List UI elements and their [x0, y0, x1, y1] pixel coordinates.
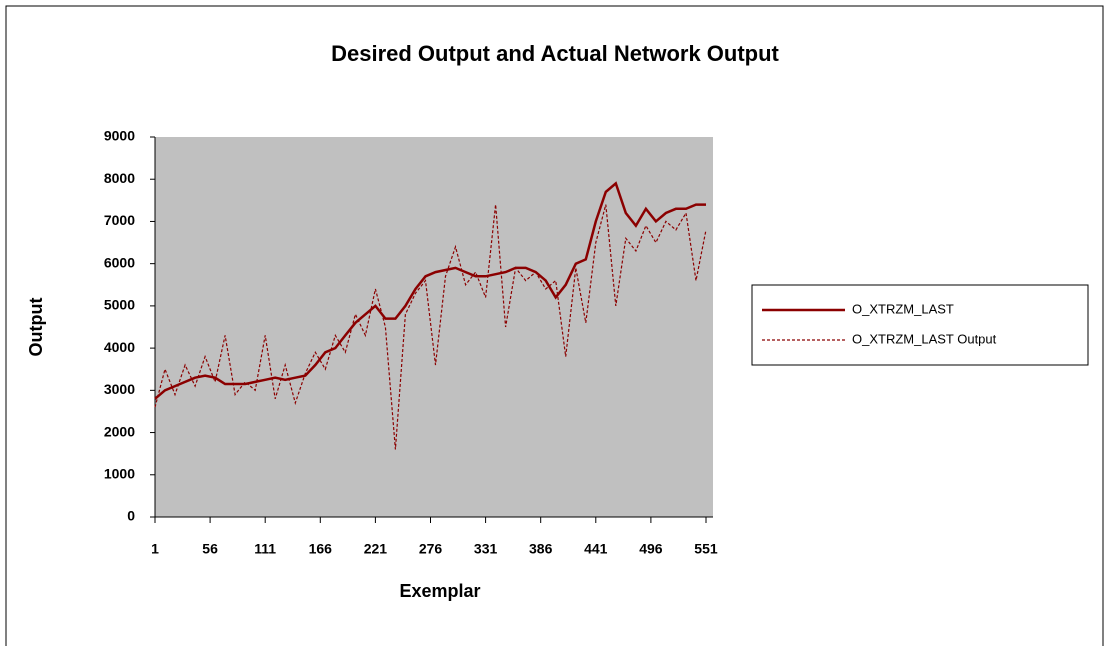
chart-title: Desired Output and Actual Network Output [331, 41, 779, 66]
y-tick-label: 3000 [104, 381, 135, 397]
y-tick-label: 0 [127, 508, 135, 524]
x-tick-label: 331 [474, 541, 498, 557]
x-tick-label: 386 [529, 541, 553, 557]
y-tick-label: 5000 [104, 297, 135, 313]
x-tick-label: 56 [202, 541, 218, 557]
y-axis-label: Output [26, 298, 46, 357]
legend-label: O_XTRZM_LAST Output [852, 331, 997, 346]
y-tick-label: 8000 [104, 170, 135, 186]
x-tick-label: 1 [151, 541, 159, 557]
legend-label: O_XTRZM_LAST [852, 301, 954, 316]
y-tick-label: 6000 [104, 254, 135, 270]
x-tick-label: 276 [419, 541, 443, 557]
y-tick-label: 7000 [104, 212, 135, 228]
y-tick-label: 2000 [104, 423, 135, 439]
plot-area [155, 137, 713, 517]
x-tick-label: 166 [309, 541, 333, 557]
y-tick-label: 1000 [104, 465, 135, 481]
legend-box [751, 284, 1089, 366]
x-tick-label: 441 [584, 541, 608, 557]
x-tick-label: 221 [364, 541, 388, 557]
x-tick-label: 551 [694, 541, 718, 557]
y-tick-label: 4000 [104, 339, 135, 355]
x-tick-label: 111 [254, 541, 276, 557]
x-tick-label: 496 [639, 541, 663, 557]
y-tick-label: 9000 [104, 128, 135, 144]
data-line [154, 204, 707, 450]
x-axis-label: Exemplar [399, 581, 480, 601]
